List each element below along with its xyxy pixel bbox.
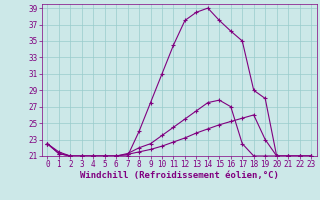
X-axis label: Windchill (Refroidissement éolien,°C): Windchill (Refroidissement éolien,°C) — [80, 171, 279, 180]
